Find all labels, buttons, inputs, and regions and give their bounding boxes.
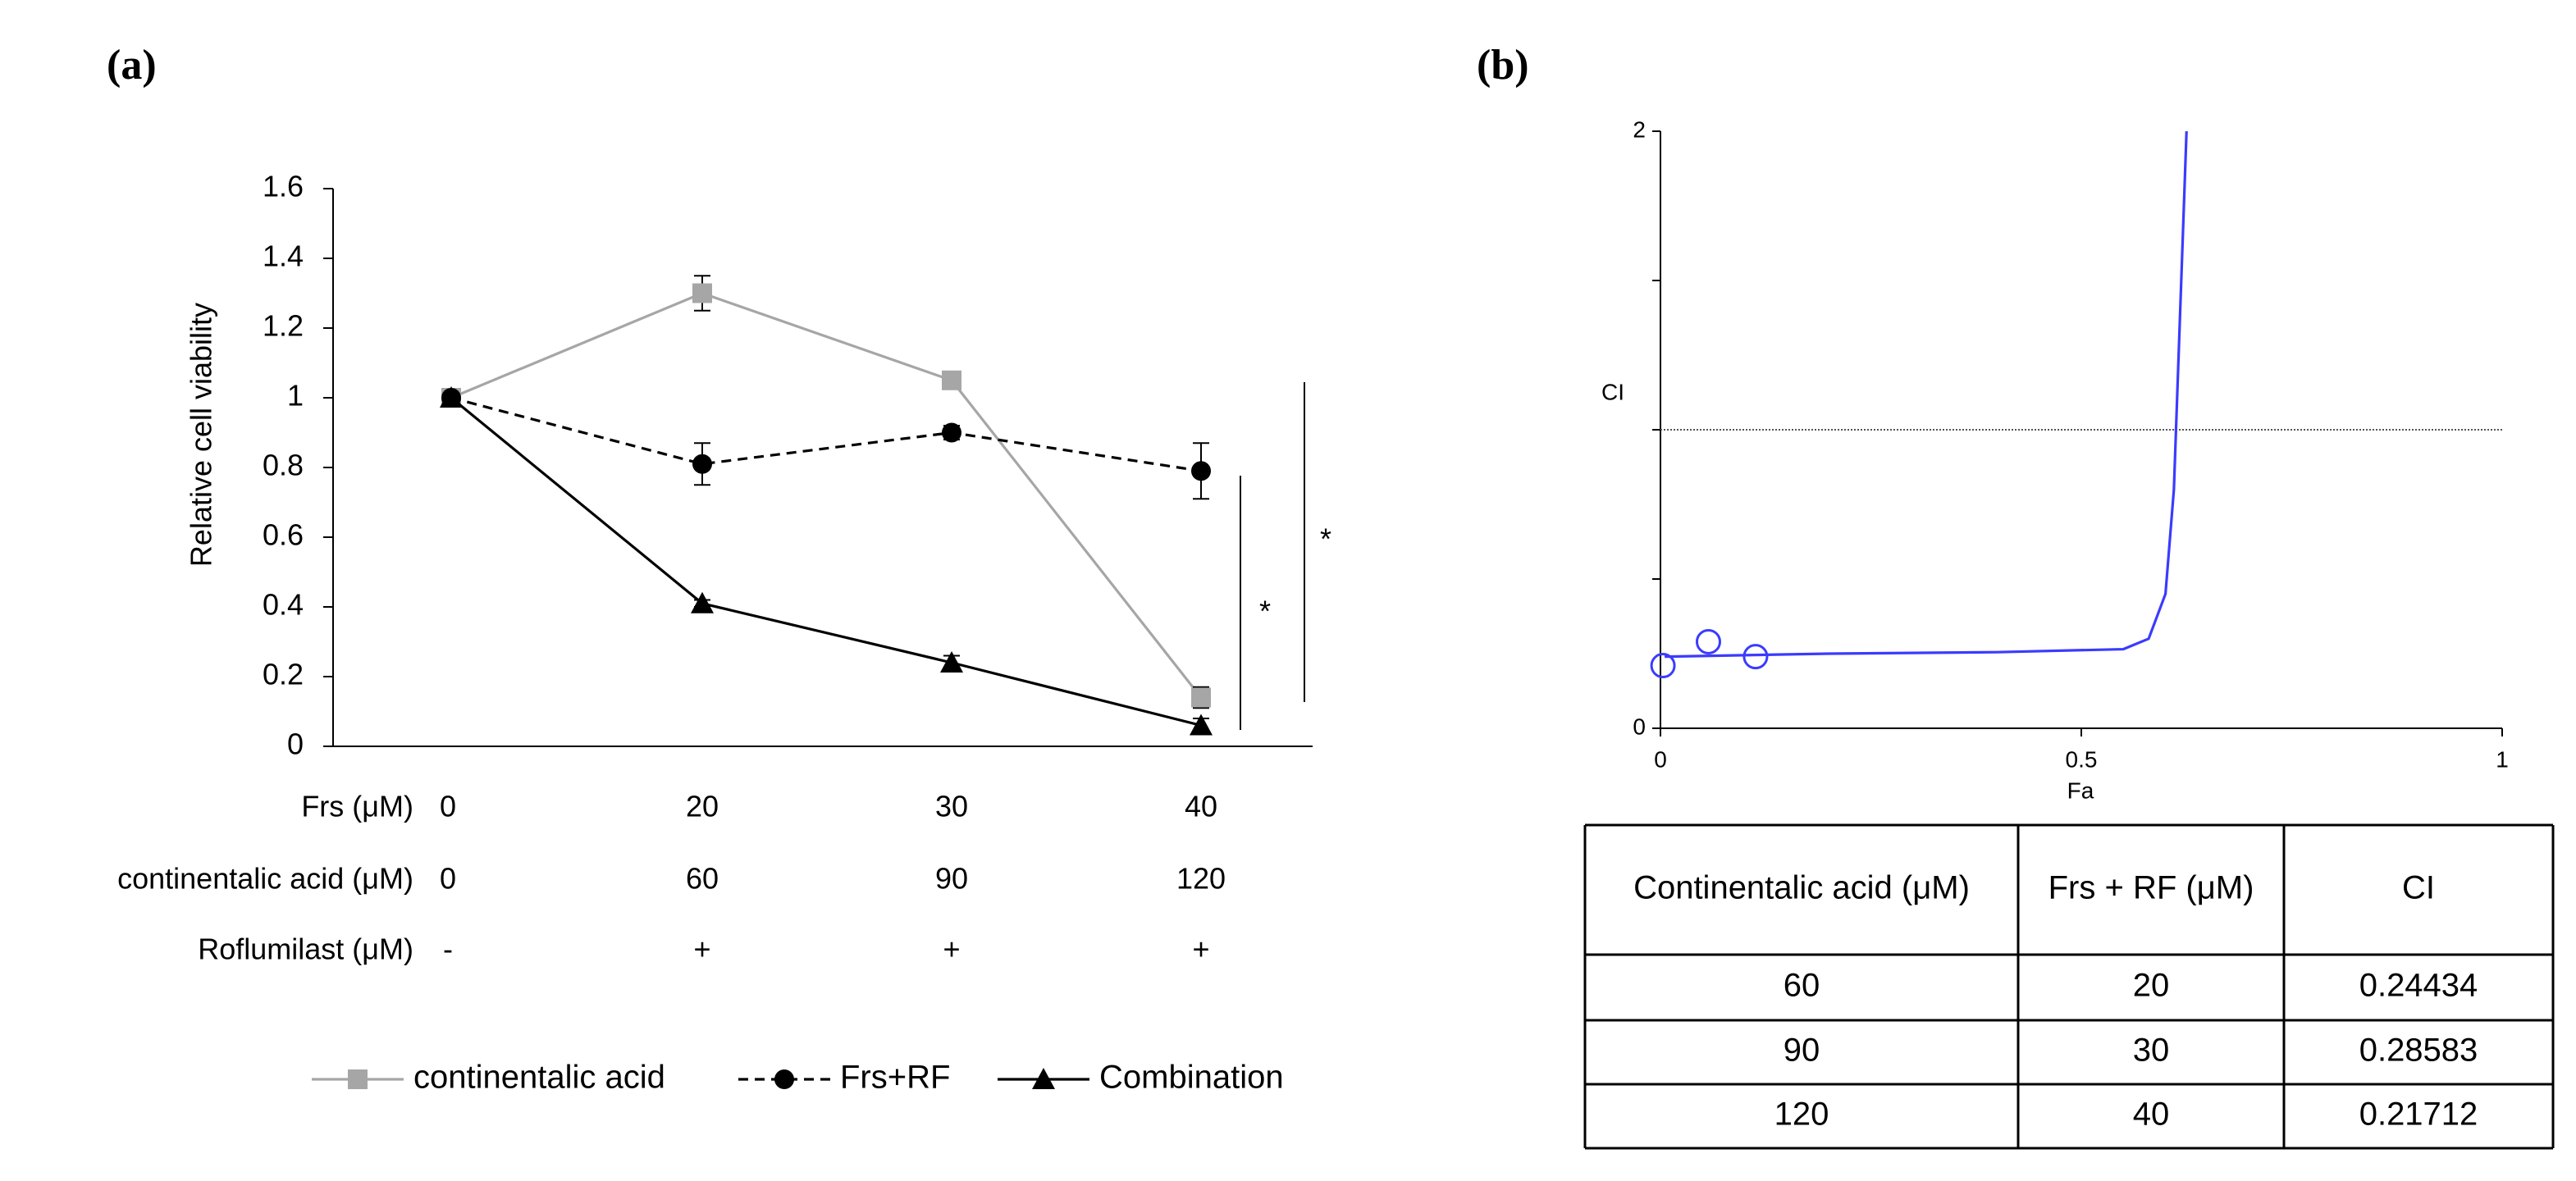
- table-header: CI: [2402, 870, 2435, 906]
- x-axis-label: Fa: [2067, 777, 2094, 803]
- marker: [942, 370, 961, 390]
- point: [1742, 644, 1769, 670]
- y-tick-label: 0: [1633, 714, 1646, 739]
- curve: [1665, 130, 2188, 659]
- table-cell: 90: [1784, 1033, 1820, 1069]
- marker: [1032, 1068, 1055, 1089]
- x-tick-label: +: [1192, 932, 1209, 966]
- table-cell: 0.21712: [2359, 1097, 2478, 1133]
- table-cell: 40: [2133, 1097, 2170, 1133]
- annotation: *: [1320, 522, 1331, 556]
- y-tick-label: 2: [1633, 116, 1646, 142]
- row-label: Roflumilast (μM): [198, 932, 413, 966]
- x-tick-label: 1: [2496, 746, 2509, 772]
- line: [450, 291, 1203, 699]
- marker: [692, 283, 712, 303]
- x-tick-label: 0: [1654, 746, 1667, 772]
- y-tick-label: 0.4: [263, 588, 304, 622]
- marker: [774, 1069, 794, 1089]
- x-tick-label: +: [693, 932, 710, 966]
- y-tick-label: 0.2: [263, 658, 304, 691]
- x-tick-label: 0: [440, 790, 456, 823]
- x-tick-label: 40: [1185, 790, 1217, 823]
- x-tick-label: 90: [935, 862, 968, 896]
- legend-label: Combination: [1099, 1060, 1284, 1096]
- table-cell: 120: [1774, 1097, 1829, 1133]
- table-cell: 30: [2133, 1033, 2170, 1069]
- table-cell: 0.24434: [2359, 968, 2478, 1004]
- y-axis-label: CI: [1601, 379, 1624, 404]
- x-tick-label: 60: [686, 862, 719, 896]
- row-label: Frs (μM): [301, 790, 413, 823]
- table-cell: 60: [1784, 968, 1820, 1004]
- legend-label: Frs+RF: [840, 1060, 950, 1096]
- x-tick-label: 20: [686, 790, 719, 823]
- x-tick-label: 0: [440, 862, 456, 896]
- line: [450, 396, 1202, 727]
- x-tick-label: 120: [1176, 862, 1226, 896]
- y-tick-label: 1.4: [263, 239, 304, 273]
- y-tick-label: 0.8: [263, 449, 304, 482]
- y-axis-label: Relative cell viability: [185, 303, 218, 567]
- panel-label: (b): [1477, 42, 1529, 89]
- marker: [1190, 714, 1213, 736]
- point: [1650, 653, 1676, 679]
- x-tick-label: 0.5: [2066, 746, 2098, 772]
- x-tick-label: +: [943, 932, 960, 966]
- marker: [691, 591, 714, 613]
- x-tick-label: -: [443, 932, 453, 966]
- panel-label: (a): [107, 42, 157, 89]
- point: [1695, 628, 1721, 654]
- table-header: Continentalic acid (μM): [1633, 870, 1970, 906]
- annotation: *: [1259, 595, 1271, 628]
- row-label: continentalic acid (μM): [117, 862, 413, 896]
- marker: [348, 1069, 368, 1089]
- y-tick-label: 0: [287, 727, 304, 761]
- marker: [1191, 461, 1211, 481]
- table-cell: 0.28583: [2359, 1033, 2478, 1069]
- legend-label: continentalic acid: [413, 1060, 665, 1096]
- y-tick-label: 1.6: [263, 170, 304, 203]
- marker: [440, 386, 463, 408]
- y-tick-label: 1.2: [263, 309, 304, 343]
- marker: [942, 422, 961, 443]
- marker: [1191, 687, 1211, 708]
- line: [450, 396, 1202, 472]
- table-header: Frs + RF (μM): [2048, 870, 2254, 906]
- y-tick-label: 1: [287, 379, 304, 413]
- x-tick-label: 30: [935, 790, 968, 823]
- marker: [940, 651, 963, 673]
- table-cell: 20: [2133, 968, 2170, 1004]
- y-tick-label: 0.6: [263, 518, 304, 552]
- marker: [692, 454, 712, 474]
